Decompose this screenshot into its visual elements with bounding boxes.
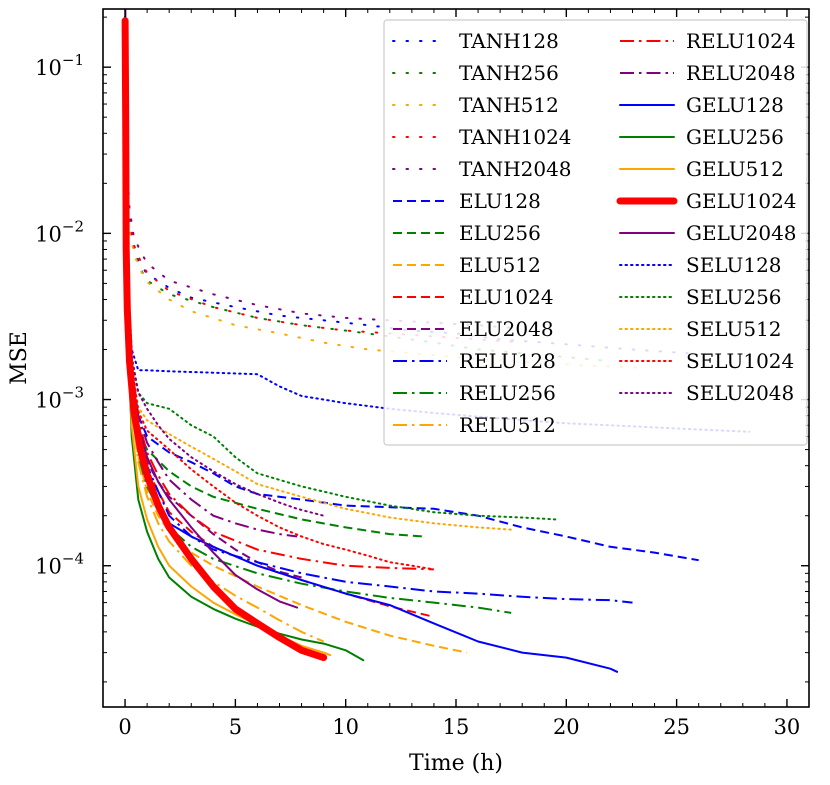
legend-label-tanh1024: TANH1024 xyxy=(459,125,572,149)
series-line-gelu256 xyxy=(124,36,365,662)
x-tick-label: 25 xyxy=(663,715,690,739)
series-line-elu1024 xyxy=(124,37,430,617)
legend-label-elu2048: ELU2048 xyxy=(459,317,554,341)
x-tick-label: 10 xyxy=(332,715,359,739)
ticks-layer: 0 5 10 15 20 25 30 10−4 10−3 10−2 10−1 xyxy=(35,9,810,739)
legend-label-selu512: SELU512 xyxy=(686,317,782,341)
legend-label-elu1024: ELU1024 xyxy=(459,285,554,309)
legend-label-selu1024: SELU1024 xyxy=(686,349,794,373)
y-axis-label: MSE xyxy=(7,331,32,385)
y-tick-label: 10−1 xyxy=(35,51,84,80)
legend-label-elu256: ELU256 xyxy=(459,221,541,245)
series-line-selu1024 xyxy=(124,36,435,571)
legend-label-relu512: RELU512 xyxy=(459,413,556,437)
legend-label-elu512: ELU512 xyxy=(459,253,541,277)
legend-label-relu256: RELU256 xyxy=(459,381,556,405)
x-tick-label: 20 xyxy=(553,715,580,739)
y-tick-label: 10−2 xyxy=(35,217,84,246)
y-tick-label: 10−4 xyxy=(35,550,84,579)
legend-label-relu128: RELU128 xyxy=(459,349,556,373)
x-tick-label: 30 xyxy=(774,715,801,739)
legend: TANH128 TANH256 TANH512 TANH1024 TANH2048 ELU… xyxy=(383,19,808,446)
legend-label-elu128: ELU128 xyxy=(459,189,541,213)
legend-label-gelu512: GELU512 xyxy=(686,157,784,181)
legend-label-tanh512: TANH512 xyxy=(459,93,559,117)
series-line-tanh128 xyxy=(124,16,689,355)
x-axis-label: Time (h) xyxy=(409,751,503,776)
x-tick-label: 15 xyxy=(443,715,470,739)
legend-label-gelu256: GELU256 xyxy=(686,125,784,149)
series-layer xyxy=(121,9,751,673)
series-line-relu256 xyxy=(124,37,512,614)
legend-label-tanh256: TANH256 xyxy=(459,61,559,85)
series-line-tanh1024 xyxy=(124,16,524,344)
legend-box xyxy=(383,19,808,446)
x-tick-label: 5 xyxy=(229,715,242,739)
x-tick-label: 0 xyxy=(118,715,131,739)
legend-label-tanh128: TANH128 xyxy=(459,29,559,53)
legend-label-relu2048: RELU2048 xyxy=(686,61,796,85)
legend-label-gelu2048: GELU2048 xyxy=(686,221,797,245)
legend-label-selu256: SELU256 xyxy=(686,285,782,309)
series-line-gelu1024 xyxy=(121,17,328,662)
series-line-relu1024 xyxy=(124,37,434,571)
legend-label-tanh2048: TANH2048 xyxy=(459,157,572,181)
legend-label-selu2048: SELU2048 xyxy=(686,381,794,405)
legend-label-selu128: SELU128 xyxy=(686,253,782,277)
legend-label-relu1024: RELU1024 xyxy=(686,29,796,53)
series-line-elu256 xyxy=(124,37,423,538)
legend-label-gelu128: GELU128 xyxy=(686,93,784,117)
legend-label-gelu1024: GELU1024 xyxy=(686,189,797,213)
y-tick-label: 10−3 xyxy=(35,384,84,413)
